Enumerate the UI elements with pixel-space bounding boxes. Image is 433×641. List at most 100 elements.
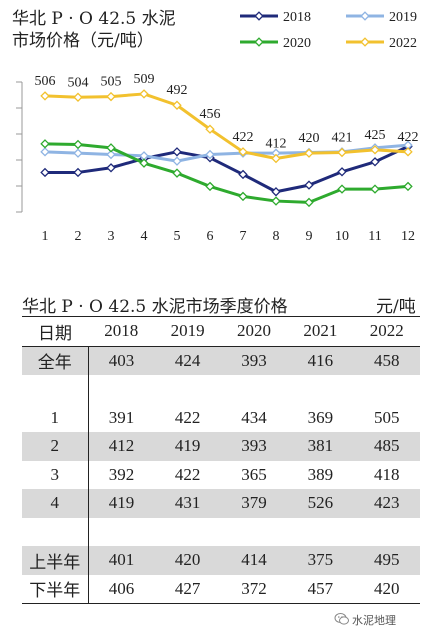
data-label: 425 (365, 128, 386, 143)
table-row (22, 375, 420, 404)
data-point-2018 (40, 167, 50, 178)
table-cell: 393 (220, 432, 288, 461)
table-cell: 372 (220, 574, 288, 604)
row-label: 下半年 (22, 574, 89, 604)
table-cell: 365 (241, 464, 267, 484)
table-cell: 420 (353, 574, 420, 604)
data-point-2019 (205, 149, 215, 160)
x-tick-label: 11 (368, 229, 381, 244)
table-cell: 422 (174, 464, 201, 484)
data-point-2022 (205, 124, 215, 134)
table-cell: 403 (88, 346, 155, 375)
table-cell (154, 518, 220, 547)
chart-title-line: 市场价格（元/吨） (12, 31, 154, 51)
row-label: 2 (22, 432, 89, 461)
data-point-2022 (370, 145, 380, 155)
x-tick-label: 7 (240, 229, 247, 244)
data-point-2020 (337, 184, 347, 194)
data-point-2020 (304, 197, 314, 208)
table-row: 上半年 401 420 414 375 495 (22, 546, 420, 575)
data-point-2020 (40, 139, 50, 149)
col-header: 2022 (353, 316, 420, 347)
legend-label: 2022 (389, 36, 417, 51)
series-line-2020 (44, 142, 409, 204)
table-cell: 457 (287, 574, 354, 604)
data-point-2020 (370, 184, 380, 194)
table-cell: 424 (154, 346, 221, 375)
table-cell: 416 (287, 346, 354, 375)
legend-marker-2019 (360, 11, 370, 21)
x-tick-label: 10 (335, 229, 349, 244)
table-cell: 419 (154, 432, 221, 461)
watermark-text: 水泥地理 (352, 614, 396, 627)
data-label: 505 (101, 75, 122, 90)
table-cell (221, 518, 287, 547)
data-label: 412 (266, 136, 287, 151)
data-point-2018 (370, 157, 380, 167)
legend-label: 2020 (283, 36, 311, 51)
table-cell: 406 (88, 574, 155, 604)
data-point-2018 (73, 167, 83, 178)
table-unit: 元/吨 (376, 297, 416, 317)
legend-label: 2018 (283, 10, 311, 25)
legend-marker-2018 (254, 11, 264, 21)
table-cell: 414 (220, 546, 288, 575)
data-label: 492 (167, 83, 188, 98)
data-point-2022 (106, 91, 116, 102)
data-label: 421 (332, 130, 353, 145)
table-cell: 427 (154, 574, 221, 604)
data-point-2022 (139, 89, 149, 99)
table-cell (154, 375, 220, 404)
table-cell: 375 (287, 546, 354, 575)
data-label: 422 (233, 130, 254, 145)
data-point-2018 (238, 169, 248, 180)
table-cell: 369 (307, 407, 334, 427)
table-row: 下半年 406 427 372 457 420 (22, 574, 420, 604)
data-label: 509 (134, 72, 155, 87)
data-point-2018 (172, 147, 182, 157)
table-cell (287, 518, 353, 547)
table-cell: 431 (154, 489, 221, 518)
data-point-2022 (304, 148, 314, 158)
data-point-2022 (172, 100, 182, 110)
table-cell: 495 (353, 546, 420, 575)
x-tick-label: 8 (273, 229, 280, 244)
data-label: 456 (200, 107, 221, 122)
data-point-2019 (73, 148, 83, 158)
legend-marker-2020 (254, 37, 264, 47)
table-cell: 381 (287, 432, 354, 461)
data-point-2020 (238, 191, 248, 202)
table-cell: 420 (154, 546, 221, 575)
row-label (22, 517, 89, 546)
legend-marker-2022 (360, 37, 370, 47)
table-cell: 389 (307, 464, 334, 484)
seasonal-price-table: 日期 2018 2019 2020 2021 2022 全年 403 424 393 4… (22, 316, 420, 604)
table-cell (287, 375, 353, 404)
x-tick-label: 12 (401, 229, 415, 244)
series-line-2018 (45, 145, 409, 194)
table-row: 2 412 419 393 381 485 (22, 432, 420, 461)
corner-header: 日期 (22, 316, 88, 347)
data-point-2020 (172, 168, 182, 178)
wechat-icon (334, 613, 349, 625)
data-label: 506 (35, 74, 56, 89)
chart-title-line: 华北 P · O 42.5 水泥 (12, 9, 176, 29)
data-point-2020 (139, 158, 149, 168)
data-label: 422 (398, 130, 419, 145)
row-label: 全年 (22, 346, 89, 375)
data-point-2018 (304, 180, 314, 190)
table-cell: 379 (220, 489, 288, 518)
table-row (22, 517, 420, 547)
col-header: 2021 (287, 316, 354, 347)
x-tick-label: 4 (141, 229, 148, 244)
x-tick-label: 5 (174, 229, 181, 244)
data-point-2022 (403, 147, 413, 157)
data-point-2020 (106, 143, 116, 153)
table-cell: 485 (353, 432, 420, 461)
col-header: 2019 (154, 316, 221, 347)
data-point-2020 (205, 181, 215, 192)
table-title: 华北 P · O 42.5 水泥市场季度价格 (22, 297, 288, 317)
table-row: 1 391 422 434 369 505 (22, 403, 420, 432)
data-point-2022 (337, 147, 347, 158)
